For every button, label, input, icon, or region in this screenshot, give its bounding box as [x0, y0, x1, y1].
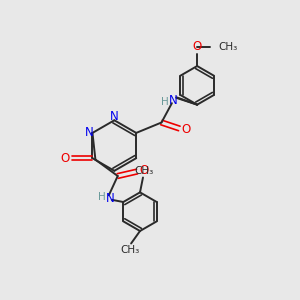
Text: N: N — [106, 192, 115, 205]
Text: N: N — [169, 94, 178, 107]
Text: H: H — [161, 97, 169, 107]
Text: N: N — [110, 110, 119, 123]
Text: O: O — [61, 152, 70, 165]
Text: CH₃: CH₃ — [120, 245, 139, 255]
Text: H: H — [98, 192, 106, 202]
Text: O: O — [193, 40, 202, 53]
Text: CH₃: CH₃ — [134, 166, 153, 176]
Text: CH₃: CH₃ — [218, 42, 237, 52]
Text: O: O — [181, 123, 190, 136]
Text: N: N — [85, 126, 93, 140]
Text: O: O — [139, 164, 148, 177]
